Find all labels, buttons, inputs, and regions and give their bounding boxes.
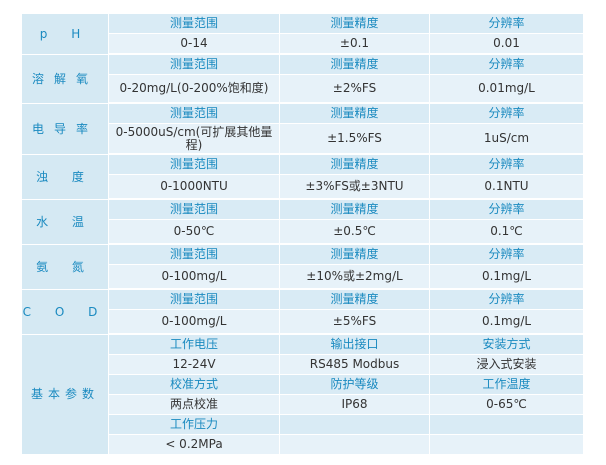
basic-param-header: 工作压力 <box>109 415 280 435</box>
accuracy-header: 测量精度 <box>280 290 430 310</box>
accuracy-value: ±10%或±2mg/L <box>280 265 430 290</box>
resolution-value: 0.1℃ <box>430 220 584 245</box>
range-header: 测量范围 <box>109 155 280 175</box>
sensor-header-row: 电导率 测量范围 测量精度 分辨率 <box>22 104 584 155</box>
basic-param-value: 两点校准 <box>109 395 280 415</box>
accuracy-value: ±5%FS <box>280 310 430 335</box>
basic-param-header: 工作电压 <box>109 335 280 355</box>
sensor-value-row: 0-100mg/L ±5%FS 0.1mg/L <box>22 310 584 335</box>
sensor-header-row: 溶解氧 测量范围 测量精度 分辨率 <box>22 55 584 104</box>
sensor-name: 浊 度 <box>22 155 109 200</box>
basic-param-header <box>430 415 584 435</box>
accuracy-header: 测量精度 <box>280 155 430 175</box>
range-header: 测量范围 <box>109 245 280 265</box>
sensor-header-row: C O D 测量范围 测量精度 分辨率 <box>22 290 584 335</box>
range-header: 测量范围 <box>109 290 280 310</box>
resolution-header: 分辨率 <box>430 104 584 124</box>
sensor-value-row: 0-1000NTU ±3%FS或±3NTU 0.1NTU <box>22 175 584 200</box>
accuracy-header: 测量精度 <box>280 104 430 124</box>
basic-value-row: 两点校准 IP68 0-65℃ <box>22 395 584 415</box>
basic-param-header: 安装方式 <box>430 335 584 355</box>
resolution-value: 0.1NTU <box>430 175 584 200</box>
resolution-value: 0.01 <box>430 34 584 55</box>
accuracy-header: 测量精度 <box>280 200 430 220</box>
basic-param-header: 校准方式 <box>109 375 280 395</box>
resolution-header: 分辨率 <box>430 14 584 34</box>
sensor-name: 溶解氧 <box>22 55 109 104</box>
sensor-value-row: 0-20mg/L(0-200%饱和度) ±2%FS 0.01mg/L <box>22 75 584 104</box>
basic-param-value: < 0.2MPa <box>109 435 280 455</box>
basic-params-label: 基本参数 <box>22 335 109 455</box>
accuracy-header: 测量精度 <box>280 14 430 34</box>
sensor-name: C O D <box>22 290 109 335</box>
basic-param-value: IP68 <box>280 395 430 415</box>
accuracy-value: ±0.5℃ <box>280 220 430 245</box>
basic-param-value <box>280 435 430 455</box>
sensor-header-row: 浊 度 测量范围 测量精度 分辨率 <box>22 155 584 200</box>
accuracy-value: ±1.5%FS <box>280 124 430 155</box>
basic-param-value <box>430 435 584 455</box>
sensor-name: 水 温 <box>22 200 109 245</box>
resolution-header: 分辨率 <box>430 200 584 220</box>
basic-header-row: 校准方式 防护等级 工作温度 <box>22 375 584 395</box>
range-value: 0-1000NTU <box>109 175 280 200</box>
basic-param-value: RS485 Modbus <box>280 355 430 375</box>
accuracy-header: 测量精度 <box>280 55 430 75</box>
accuracy-value: ±3%FS或±3NTU <box>280 175 430 200</box>
basic-header-row: 工作压力 <box>22 415 584 435</box>
resolution-value: 0.1mg/L <box>430 310 584 335</box>
resolution-header: 分辨率 <box>430 290 584 310</box>
basic-param-value: 浸入式安装 <box>430 355 584 375</box>
sensor-name: 电导率 <box>22 104 109 155</box>
range-header: 测量范围 <box>109 200 280 220</box>
sensor-header-row: 氨 氮 测量范围 测量精度 分辨率 <box>22 245 584 290</box>
basic-param-header <box>280 415 430 435</box>
range-value: 0-5000uS/cm(可扩展其他量程) <box>109 124 280 155</box>
range-header: 测量范围 <box>109 104 280 124</box>
accuracy-header: 测量精度 <box>280 245 430 265</box>
range-value: 0-20mg/L(0-200%饱和度) <box>109 75 280 104</box>
sensor-header-row: p H 测量范围 测量精度 分辨率 <box>22 14 584 55</box>
basic-value-row: < 0.2MPa <box>22 435 584 455</box>
spec-table: p H 测量范围 测量精度 分辨率 0-14 ±0.1 0.01 溶解氧 测量范围 … <box>22 14 584 455</box>
resolution-value: 0.1mg/L <box>430 265 584 290</box>
range-value: 0-50℃ <box>109 220 280 245</box>
sensor-header-row: 水 温 测量范围 测量精度 分辨率 <box>22 200 584 245</box>
sensor-name: 氨 氮 <box>22 245 109 290</box>
range-value: 0-100mg/L <box>109 265 280 290</box>
basic-param-header: 工作温度 <box>430 375 584 395</box>
sensor-value-row: 0-100mg/L ±10%或±2mg/L 0.1mg/L <box>22 265 584 290</box>
basic-param-header: 输出接口 <box>280 335 430 355</box>
range-header: 测量范围 <box>109 14 280 34</box>
resolution-header: 分辨率 <box>430 155 584 175</box>
resolution-header: 分辨率 <box>430 245 584 265</box>
range-value: 0-100mg/L <box>109 310 280 335</box>
range-value: 0-14 <box>109 34 280 55</box>
basic-header-row: 基本参数 工作电压 输出接口 安装方式 <box>22 335 584 455</box>
range-header: 测量范围 <box>109 55 280 75</box>
resolution-value: 1uS/cm <box>430 124 584 155</box>
sensor-value-row: 0-5000uS/cm(可扩展其他量程) ±1.5%FS 1uS/cm <box>22 124 584 155</box>
resolution-header: 分辨率 <box>430 55 584 75</box>
sensor-value-row: 0-50℃ ±0.5℃ 0.1℃ <box>22 220 584 245</box>
basic-param-header: 防护等级 <box>280 375 430 395</box>
basic-value-row: 12-24V RS485 Modbus 浸入式安装 <box>22 355 584 375</box>
accuracy-value: ±0.1 <box>280 34 430 55</box>
basic-param-value: 12-24V <box>109 355 280 375</box>
resolution-value: 0.01mg/L <box>430 75 584 104</box>
sensor-value-row: 0-14 ±0.1 0.01 <box>22 34 584 55</box>
sensor-name: p H <box>22 14 109 55</box>
accuracy-value: ±2%FS <box>280 75 430 104</box>
basic-param-value: 0-65℃ <box>430 395 584 415</box>
